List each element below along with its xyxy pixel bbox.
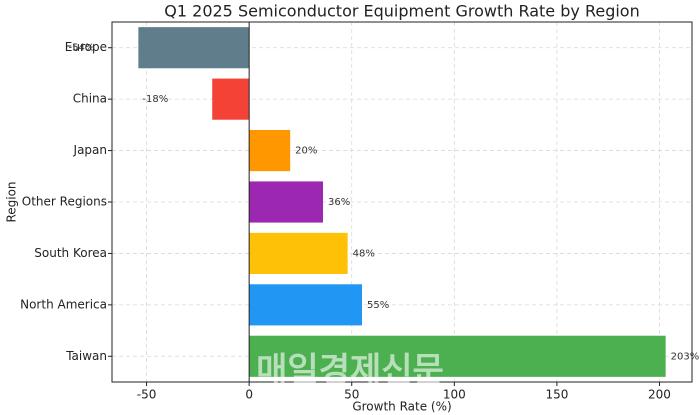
x-tick-label: 0 [245, 388, 253, 402]
y-axis-label: Region [5, 181, 19, 222]
y-tick-label: North America [20, 297, 107, 311]
y-tick-label: Other Regions [22, 195, 107, 209]
bar [249, 232, 348, 274]
bar [138, 27, 250, 69]
x-tick-label: 50 [344, 388, 359, 402]
value-label: 48% [353, 248, 375, 259]
y-tick-label: Taiwan [65, 349, 107, 363]
y-tick-label: China [73, 92, 107, 106]
x-tick-label: 150 [545, 388, 568, 402]
bar [249, 335, 666, 377]
value-label: -54% [69, 43, 95, 54]
x-tick-label: -50 [137, 388, 157, 402]
bar [249, 284, 362, 326]
bar [212, 78, 250, 120]
y-tick-label: Europe [65, 40, 107, 54]
x-axis-label: Growth Rate (%) [352, 400, 451, 414]
value-label: 36% [328, 197, 350, 208]
y-tick-label: Japan [73, 143, 107, 157]
value-label: 203% [671, 351, 700, 362]
value-label: -18% [142, 94, 168, 105]
bar [249, 181, 324, 223]
watermark: 매일경제신문 [256, 351, 444, 391]
bar [249, 130, 291, 172]
x-tick-label: 200 [648, 388, 671, 402]
plot-frame [111, 21, 693, 383]
chart-title: Q1 2025 Semiconductor Equipment Growth R… [164, 2, 639, 21]
y-tick-label: South Korea [34, 246, 107, 260]
value-label: 20% [295, 146, 317, 157]
value-label: 55% [367, 300, 389, 311]
x-tick-label: 100 [443, 388, 466, 402]
